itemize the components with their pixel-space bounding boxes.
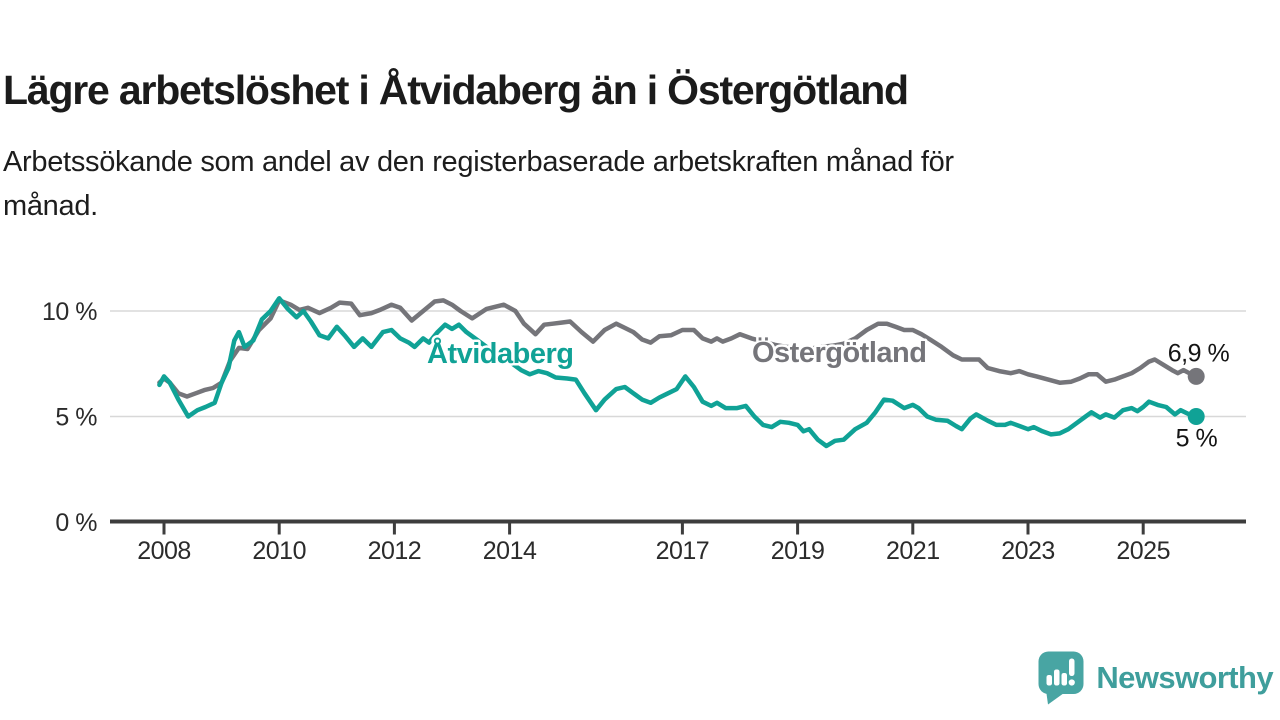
series-end-dot-östergötland: [1187, 367, 1205, 385]
x-tick-label: 2017: [656, 537, 710, 565]
x-tick-label: 2014: [483, 537, 537, 565]
y-tick-label: 10 %: [42, 298, 97, 326]
x-tick-label: 2019: [771, 537, 825, 565]
x-tick-label: 2023: [1001, 537, 1055, 565]
y-tick-label: 5 %: [55, 404, 97, 432]
y-tick-label: 0 %: [55, 509, 97, 537]
series-line-östergötland: [157, 298, 1199, 399]
x-tick-label: 2012: [368, 537, 422, 565]
series-inline-label-östergötland: Östergötland: [752, 336, 926, 369]
series-inline-label-åtvidaberg: Åtvidaberg: [427, 337, 573, 370]
series-line-åtvidaberg: [157, 296, 1199, 449]
page-title: Lägre arbetslöshet i Åtvidaberg än i Öst…: [3, 67, 909, 114]
x-tick-label: 2010: [252, 537, 306, 565]
series-end-value-label-åtvidaberg: 5 %: [1176, 425, 1218, 453]
subtitle-line-2: månad.: [3, 190, 98, 222]
x-tick-label: 2021: [886, 537, 940, 565]
x-tick-label: 2025: [1116, 537, 1170, 565]
x-tick-label: 2008: [137, 537, 191, 565]
newsworthy-logo: Newsworthy: [1037, 650, 1274, 705]
newsworthy-logo-text: Newsworthy: [1096, 659, 1273, 695]
newsworthy-logo-icon: [1038, 651, 1084, 705]
series-end-dot-åtvidaberg: [1187, 408, 1205, 425]
series-end-value-label-östergötland: 6,9 %: [1168, 339, 1230, 367]
subtitle-line-1: Arbetssökande som andel av den registerb…: [3, 146, 954, 178]
chart-subtitle: Arbetssökande som andel av den registerb…: [3, 140, 1223, 228]
